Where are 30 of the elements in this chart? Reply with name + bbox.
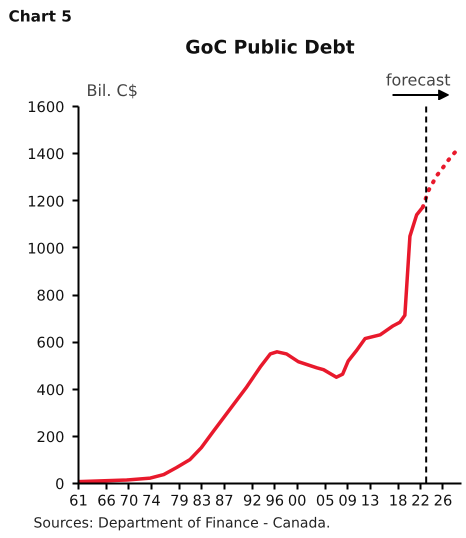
x-tick-label: 74 — [142, 492, 161, 510]
y-tick-label: 0 — [55, 476, 65, 493]
x-tick-label: 83 — [192, 492, 212, 510]
x-tick-label: 05 — [316, 492, 335, 510]
x-tick-label: 26 — [434, 492, 452, 510]
x-tick-label: 79 — [170, 492, 189, 510]
x-tick-label: 70 — [120, 492, 138, 510]
x-tick-label: 96 — [265, 492, 284, 510]
chart-subtitle: Chart 5 — [8, 8, 72, 26]
x-tick-label: 66 — [97, 492, 116, 510]
y-tick-label: 1000 — [27, 240, 65, 258]
chart-title: GoC Public Debt — [185, 38, 355, 58]
x-tick-label: 87 — [214, 492, 234, 510]
ref-line-label: forecast — [386, 70, 451, 90]
x-tick-label: 92 — [243, 492, 262, 510]
y-tick-label: 1200 — [27, 193, 65, 210]
y-tick-label: 1400 — [27, 146, 65, 164]
y-tick-label: 1600 — [27, 99, 65, 116]
x-tick-label: 09 — [338, 492, 357, 510]
x-tick-label: 13 — [360, 492, 380, 510]
x-tick-label: 00 — [288, 492, 307, 510]
y-tick-label: 400 — [36, 382, 65, 399]
y-axis-title: Bil. C$ — [86, 80, 138, 100]
y-tick-label: 600 — [36, 334, 65, 352]
x-tick-label: 61 — [69, 492, 88, 510]
y-tick-label: 200 — [36, 428, 65, 446]
x-tick-label: 22 — [411, 492, 430, 510]
y-tick-label: 800 — [36, 288, 65, 304]
source-note: Sources: Department of Finance - Canada. — [34, 516, 330, 532]
x-tick-label: 18 — [388, 492, 408, 510]
